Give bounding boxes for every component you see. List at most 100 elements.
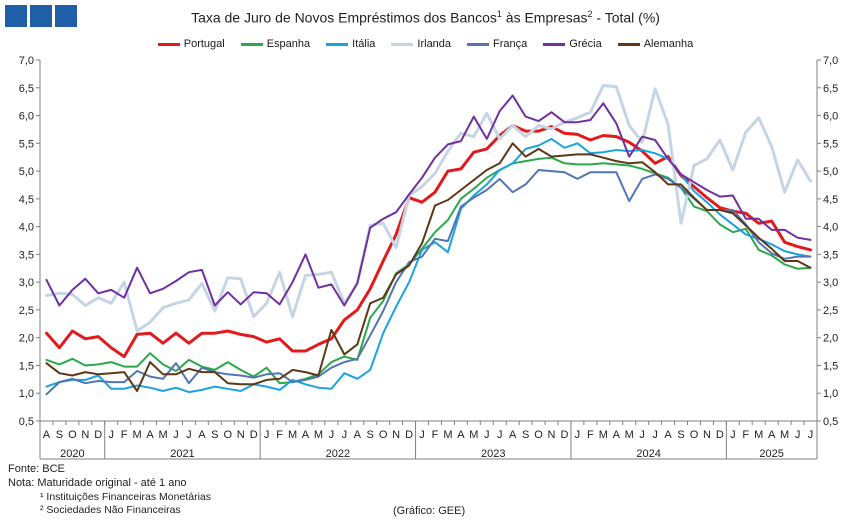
series-line-irlanda xyxy=(45,84,812,333)
title-sup-2: 2 xyxy=(587,9,593,19)
x-month-label: M xyxy=(625,429,634,441)
x-month-label: J xyxy=(186,429,192,441)
title-mid: às Empresas xyxy=(501,9,588,26)
x-year-label: 2023 xyxy=(481,448,505,460)
legend-item: Alemanha xyxy=(617,38,694,50)
x-month-label: M xyxy=(133,429,142,441)
x-year-label: 2025 xyxy=(759,448,783,460)
y-tick-label-right: 5,5 xyxy=(823,138,838,150)
y-tick-label-right: 2,0 xyxy=(823,333,838,345)
legend-item: Itália xyxy=(326,38,375,50)
legend-label: França xyxy=(493,38,528,50)
x-month-label: J xyxy=(575,429,581,441)
footnote-1: ¹ Instituições Financeiras Monetárias xyxy=(40,491,211,503)
footnote-2: ² Sociedades Não Financeiras xyxy=(40,504,181,516)
logo-square xyxy=(55,5,77,27)
x-month-label: F xyxy=(276,429,283,441)
legend-label: Itália xyxy=(352,38,376,50)
x-month-label: D xyxy=(560,429,568,441)
x-month-label: A xyxy=(43,429,51,441)
y-tick-label-left: 5,5 xyxy=(19,138,34,150)
x-month-label: O xyxy=(68,429,77,441)
x-month-label: A xyxy=(302,429,310,441)
x-month-label: D xyxy=(405,429,413,441)
x-month-label: S xyxy=(56,429,63,441)
y-tick-label-right: 0,5 xyxy=(823,416,838,428)
y-tick-label-right: 4,5 xyxy=(823,194,838,206)
x-month-label: A xyxy=(198,429,206,441)
legend-item: Grécia xyxy=(543,38,602,50)
x-month-label: J xyxy=(730,429,736,441)
y-tick-label-right: 3,0 xyxy=(823,277,838,289)
x-month-label: J xyxy=(639,429,645,441)
y-tick-label-right: 7,0 xyxy=(823,55,838,67)
y-tick-label-right: 6,0 xyxy=(823,111,838,123)
logo-square xyxy=(5,5,27,27)
x-month-label: J xyxy=(652,429,658,441)
x-month-label: J xyxy=(173,429,179,441)
x-month-label: J xyxy=(419,429,425,441)
x-month-label: O xyxy=(534,429,543,441)
x-month-label: N xyxy=(703,429,711,441)
y-tick-label-left: 2,5 xyxy=(19,305,34,317)
x-month-label: J xyxy=(264,429,270,441)
source-note: Fonte: BCE xyxy=(8,463,65,475)
x-month-label: M xyxy=(754,429,763,441)
y-tick-label-left: 5,0 xyxy=(19,166,34,178)
legend-item: Espanha xyxy=(240,38,310,50)
x-month-label: M xyxy=(314,429,323,441)
x-month-label: J xyxy=(108,429,114,441)
y-tick-label-left: 3,5 xyxy=(19,249,34,261)
series-line-alemanha xyxy=(45,142,812,392)
x-month-label: S xyxy=(367,429,374,441)
legend-label: Alemanha xyxy=(643,38,694,50)
x-month-label: D xyxy=(716,429,724,441)
x-month-label: N xyxy=(548,429,556,441)
x-month-label: O xyxy=(379,429,388,441)
x-month-label: N xyxy=(81,429,89,441)
y-tick-label-right: 1,5 xyxy=(823,360,838,372)
x-month-label: F xyxy=(121,429,128,441)
x-month-label: S xyxy=(522,429,529,441)
logo xyxy=(5,5,77,27)
x-month-label: M xyxy=(599,429,608,441)
x-month-label: S xyxy=(211,429,218,441)
title-end: - Total (%) xyxy=(592,9,660,26)
legend-swatch xyxy=(240,42,263,46)
legend-swatch xyxy=(391,42,414,46)
legend-item: Irlanda xyxy=(391,38,451,50)
chart-legend: Portugal Espanha Itália Irlanda França Grécia… xyxy=(0,38,851,50)
y-tick-label-left: 1,5 xyxy=(19,360,34,372)
maturity-note: Nota: Maturidade original - até 1 ano xyxy=(8,477,187,489)
x-month-label: J xyxy=(329,429,335,441)
x-month-label: M xyxy=(158,429,167,441)
chart-credit: (Gráfico: GEE) xyxy=(393,505,466,517)
x-month-label: D xyxy=(250,429,258,441)
x-month-label: J xyxy=(484,429,490,441)
x-month-label: M xyxy=(288,429,297,441)
legend-swatch xyxy=(543,42,566,46)
series-line-grécia xyxy=(45,94,812,307)
y-tick-label-right: 1,0 xyxy=(823,388,838,400)
x-month-label: J xyxy=(795,429,801,441)
y-tick-label-left: 4,5 xyxy=(19,194,34,206)
x-month-label: O xyxy=(223,429,232,441)
x-month-label: A xyxy=(613,429,621,441)
y-tick-label-right: 2,5 xyxy=(823,305,838,317)
x-month-label: A xyxy=(768,429,776,441)
series-line-itália xyxy=(45,137,812,394)
x-year-label: 2020 xyxy=(60,448,84,460)
logo-square xyxy=(30,5,52,27)
x-month-label: A xyxy=(354,429,362,441)
legend-label: Grécia xyxy=(569,38,602,50)
x-month-label: J xyxy=(808,429,814,441)
x-month-label: O xyxy=(690,429,699,441)
legend-label: Irlanda xyxy=(417,38,452,50)
x-month-label: J xyxy=(342,429,348,441)
title-main: Taxa de Juro de Novos Empréstimos dos Ba… xyxy=(191,9,497,26)
x-month-label: F xyxy=(742,429,749,441)
series-line-frança xyxy=(45,169,812,396)
y-tick-label-left: 6,0 xyxy=(19,111,34,123)
y-tick-label-left: 1,0 xyxy=(19,388,34,400)
x-month-label: M xyxy=(780,429,789,441)
